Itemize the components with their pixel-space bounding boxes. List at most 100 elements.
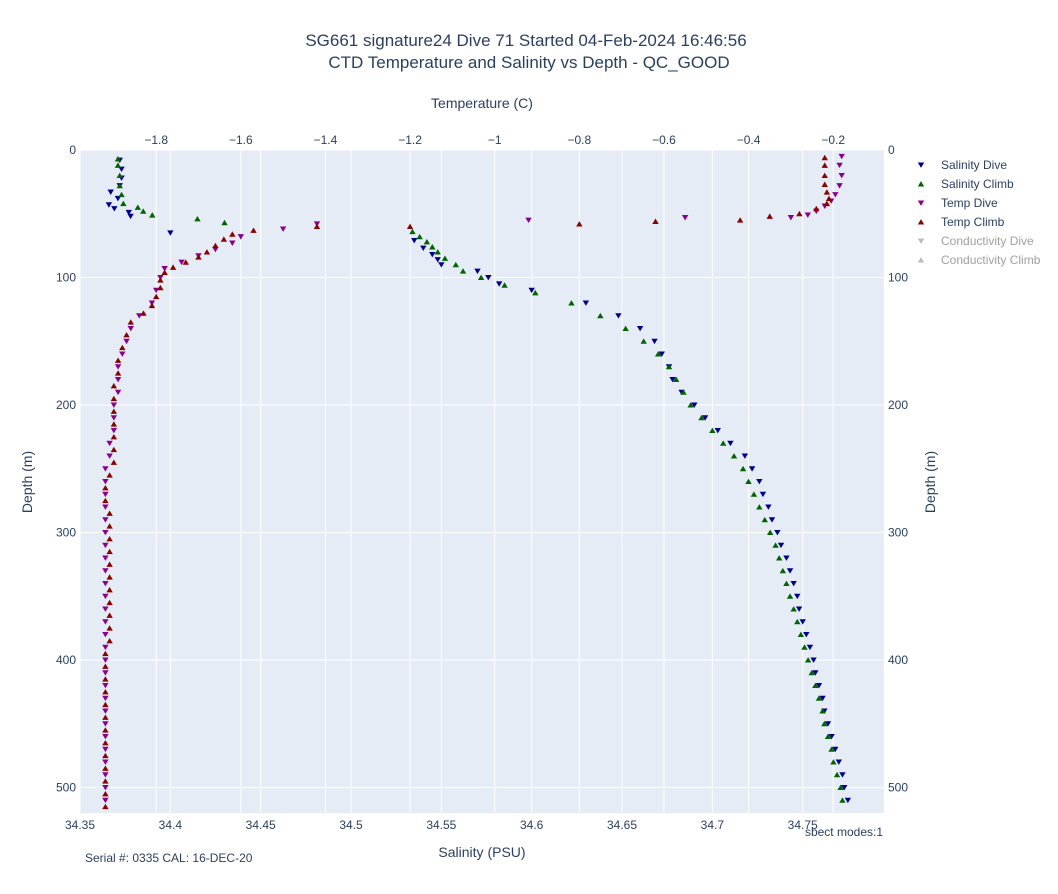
x-tick-bottom: 34.5 [339, 818, 363, 832]
data-point [105, 202, 113, 208]
y-tick-right: 100 [888, 271, 908, 285]
data-point [804, 657, 812, 663]
legend-item[interactable]: Temp Climb [917, 215, 1005, 229]
y-tick-left: 200 [56, 398, 76, 412]
data-point [114, 156, 122, 162]
data-point [576, 221, 583, 227]
data-point [110, 433, 118, 440]
x-tick-top: −0.8 [567, 133, 591, 147]
data-point [783, 580, 790, 587]
data-point [102, 517, 109, 523]
data-point [801, 644, 808, 650]
data-point [730, 453, 738, 459]
data-point [416, 233, 423, 240]
data-point [485, 274, 492, 281]
legend-item[interactable]: Temp Dive [917, 196, 998, 210]
legend-marker [917, 200, 925, 206]
data-point [102, 784, 109, 791]
x-tick-bottom: 34.7 [701, 818, 725, 832]
data-point [102, 790, 109, 797]
data-point [110, 415, 118, 421]
data-point [759, 491, 767, 498]
data-point [102, 580, 109, 587]
data-point [839, 797, 846, 803]
chart-title-line1: SG661 signature24 Dive 71 Started 04-Feb… [305, 31, 746, 50]
data-point [110, 421, 118, 427]
data-point [532, 289, 539, 296]
data-point [123, 331, 130, 338]
legend-item[interactable]: Salinity Climb [917, 177, 1014, 191]
data-point [429, 244, 436, 250]
data-point [102, 733, 109, 740]
data-point [152, 287, 160, 294]
data-point [783, 555, 790, 561]
data-point [102, 650, 109, 657]
legend-marker [917, 162, 925, 168]
legend-item[interactable]: Salinity Dive [917, 158, 1008, 172]
data-point [777, 542, 785, 549]
plot-area [80, 150, 884, 813]
legend-label: Conductivity Climb [941, 253, 1041, 267]
data-point [221, 219, 228, 226]
x-tick-top: −1.4 [314, 133, 338, 147]
y-tick-left: 100 [56, 271, 76, 285]
data-point [819, 695, 826, 702]
data-point [102, 478, 109, 485]
data-point [111, 206, 118, 212]
data-point [102, 504, 109, 510]
data-point [796, 210, 803, 217]
data-point [110, 395, 118, 402]
data-point [106, 561, 113, 567]
data-point [680, 389, 687, 395]
data-point [102, 701, 109, 708]
data-point [779, 567, 787, 574]
data-point [110, 459, 118, 465]
data-point [687, 402, 694, 408]
data-point [774, 529, 781, 536]
x-tick-top: −1 [488, 133, 502, 147]
data-point [748, 466, 756, 472]
x-tick-bottom: 34.35 [65, 818, 95, 832]
data-point [815, 695, 823, 701]
data-point [790, 606, 797, 612]
x-tick-bottom: 34.75 [788, 818, 818, 832]
data-point [102, 497, 109, 504]
data-point [212, 246, 219, 253]
data-point [102, 619, 109, 625]
data-point [102, 484, 109, 491]
data-point [406, 223, 414, 230]
legend-item[interactable]: Conductivity Dive [917, 234, 1034, 248]
data-point [123, 338, 130, 345]
data-point [106, 625, 113, 631]
data-point [102, 772, 109, 778]
data-point [819, 708, 826, 714]
data-point [832, 746, 839, 753]
data-point [797, 631, 805, 638]
data-point [237, 234, 244, 240]
data-point [477, 274, 485, 281]
x-tick-bottom: 34.6 [520, 818, 544, 832]
data-point [106, 523, 113, 529]
data-point [772, 542, 779, 548]
data-point [411, 237, 418, 244]
y-tick-right: 0 [888, 143, 895, 157]
data-point [741, 453, 749, 459]
data-point [750, 491, 758, 497]
data-point [102, 721, 109, 727]
data-point [812, 670, 819, 676]
data-point [766, 529, 774, 536]
data-point [102, 491, 109, 498]
data-point [114, 195, 122, 202]
data-point [106, 637, 113, 644]
data-point [640, 338, 647, 344]
legend[interactable]: Salinity Dive Salinity Climb Temp Dive Temp… [917, 158, 1041, 267]
data-point [823, 189, 831, 195]
data-point [102, 797, 109, 804]
legend-item[interactable]: Conductivity Climb [917, 253, 1041, 267]
data-point [102, 682, 109, 689]
data-point [681, 215, 689, 221]
data-point [102, 568, 109, 574]
legend-marker [917, 257, 925, 263]
data-point [665, 363, 673, 370]
data-point [698, 414, 705, 421]
